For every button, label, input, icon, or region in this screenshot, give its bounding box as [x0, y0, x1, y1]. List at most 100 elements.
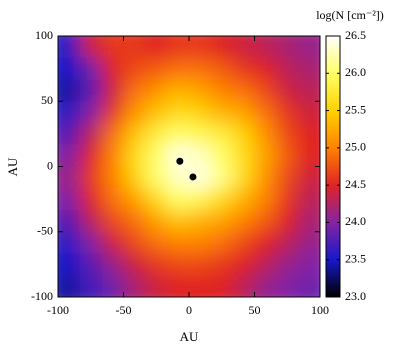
heat-cell — [101, 166, 124, 189]
heat-cell — [123, 57, 146, 80]
heat-cell — [254, 101, 277, 124]
heat-cell — [298, 57, 320, 80]
colorbar-tick-label: 24.0 — [345, 214, 366, 228]
heat-cell — [276, 123, 299, 146]
y-tick-label: 0 — [47, 158, 53, 172]
heat-cell — [298, 231, 320, 254]
heat-cell — [298, 210, 320, 233]
heat-cell — [167, 253, 190, 276]
heat-cell — [298, 36, 320, 59]
x-tick-label: -50 — [116, 303, 132, 317]
colorbar-tick-label: 26.0 — [345, 65, 366, 79]
heat-cell — [145, 79, 168, 102]
heat-cell — [232, 231, 255, 254]
heat-cell — [58, 166, 81, 189]
heat-cell — [167, 166, 190, 189]
heat-cell — [167, 275, 190, 297]
heat-cell — [167, 188, 190, 211]
heat-cell — [210, 79, 234, 102]
heat-cell — [276, 79, 299, 102]
heat-cell — [210, 101, 234, 124]
heat-cell — [276, 210, 299, 233]
point — [189, 173, 197, 181]
heat-cell — [298, 79, 320, 102]
heat-cell — [101, 101, 124, 124]
heat-cell — [276, 166, 299, 189]
y-tick-label: -100 — [31, 289, 53, 303]
heat-cell — [232, 79, 255, 102]
heat-cell — [101, 57, 124, 80]
heat-cell — [232, 57, 255, 80]
heat-cell — [189, 79, 212, 102]
heat-cell — [232, 123, 255, 146]
heat-cell — [254, 253, 277, 276]
heat-cell — [189, 101, 212, 124]
heat-cell — [79, 123, 103, 146]
colorbar — [325, 35, 341, 298]
heat-cell — [167, 123, 190, 146]
heat-cell — [167, 57, 190, 80]
heat-cell — [298, 253, 320, 276]
heat-cell — [232, 144, 255, 167]
heat-cell — [232, 166, 255, 189]
heat-cell — [145, 57, 168, 80]
colorbar-label: log(N [cm⁻²]) — [316, 8, 384, 22]
heat-cell — [123, 101, 146, 124]
heatmap — [58, 36, 320, 297]
heat-cell — [79, 36, 103, 59]
y-axis-label: AU — [5, 157, 20, 176]
heat-cell — [298, 123, 320, 146]
heat-cell — [123, 123, 146, 146]
heat-cell — [101, 188, 124, 211]
heat-cell — [123, 79, 146, 102]
heat-cell — [123, 253, 146, 276]
colorbar-tick-label: 24.5 — [345, 177, 366, 191]
heat-cell — [101, 144, 124, 167]
heat-cell — [123, 36, 146, 59]
heat-cell — [79, 101, 103, 124]
heat-cell — [232, 188, 255, 211]
heat-cell — [210, 231, 234, 254]
heat-cell — [232, 210, 255, 233]
heat-cell — [58, 123, 81, 146]
colorbar-tick-label: 26.5 — [345, 28, 366, 42]
heat-cell — [254, 36, 277, 59]
heat-cell — [123, 275, 146, 297]
heat-cell — [145, 166, 168, 189]
heat-cell — [79, 231, 103, 254]
heat-cell — [167, 144, 190, 167]
heat-cell — [58, 57, 81, 80]
heat-cell — [79, 79, 103, 102]
heat-cell — [254, 188, 277, 211]
heat-cell — [79, 188, 103, 211]
colorbar-tick-label: 25.0 — [345, 140, 366, 154]
heat-cell — [101, 253, 124, 276]
heat-cell — [210, 253, 234, 276]
colorbar-tick-label: 25.5 — [345, 102, 366, 116]
heat-cell — [101, 275, 124, 297]
heat-cell — [58, 101, 81, 124]
x-tick-label: 50 — [249, 303, 261, 317]
heat-cell — [58, 36, 81, 59]
heat-cell — [58, 231, 81, 254]
x-tick-label: 0 — [186, 303, 192, 317]
heat-cell — [189, 231, 212, 254]
heat-cell — [254, 79, 277, 102]
heat-cell — [58, 210, 81, 233]
x-tick-label: 100 — [311, 303, 329, 317]
heat-cell — [101, 210, 124, 233]
heat-cell — [79, 144, 103, 167]
heat-cell — [101, 123, 124, 146]
x-tick-label: -100 — [47, 303, 69, 317]
heat-cell — [276, 253, 299, 276]
heat-cell — [79, 166, 103, 189]
y-tick-label: 50 — [41, 93, 53, 107]
x-axis-label: AU — [180, 329, 199, 344]
heat-cell — [145, 188, 168, 211]
heat-cell — [145, 253, 168, 276]
heat-cell — [254, 210, 277, 233]
heat-cell — [189, 57, 212, 80]
heat-cell — [189, 166, 212, 189]
heat-cell — [189, 144, 212, 167]
